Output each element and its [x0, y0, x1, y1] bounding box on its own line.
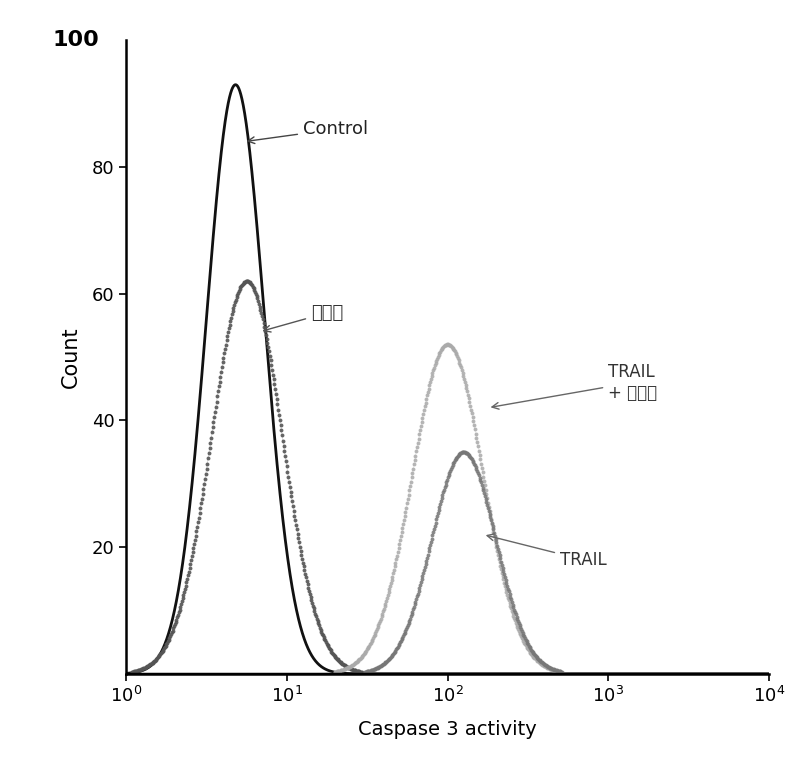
Text: TRAIL: TRAIL [487, 534, 606, 569]
Y-axis label: Count: Count [61, 326, 81, 388]
Text: 鱼藤锐: 鱼藤锐 [264, 304, 343, 332]
X-axis label: Caspase 3 activity: Caspase 3 activity [358, 720, 537, 738]
Text: TRAIL
+ 鱼藤锐: TRAIL + 鱼藤锐 [492, 363, 658, 409]
Text: 100: 100 [53, 31, 99, 51]
Text: Control: Control [248, 120, 368, 144]
